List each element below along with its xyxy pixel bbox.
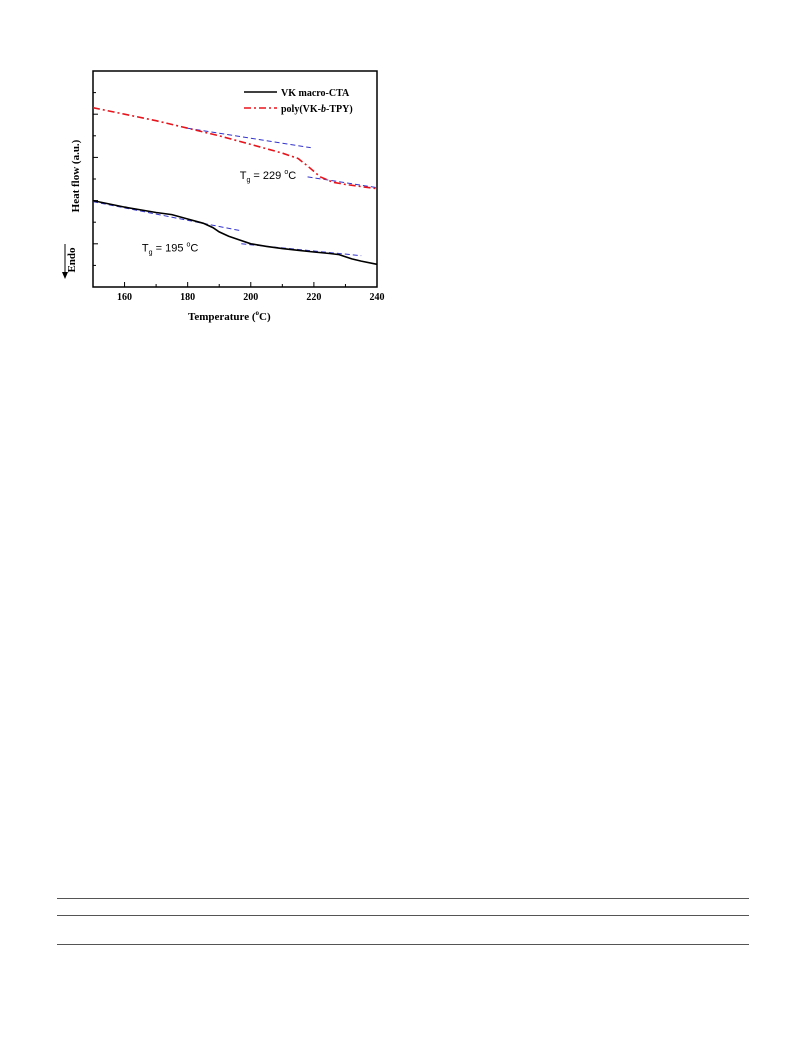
legend-label-part: b [321, 104, 326, 115]
legend-label-part: -TPY) [326, 104, 353, 115]
tg-annotation-part: o [187, 241, 191, 248]
tg-annotation-part: C [288, 170, 296, 182]
legend-label-part: poly(VK- [281, 104, 321, 115]
legend: VK macro-CTA poly(VK-b-TPY) [244, 88, 353, 115]
tg-annotation-2: Tg = 229 oC [240, 169, 297, 184]
endo-indicator: Endo [62, 244, 78, 279]
series-line-vk-macro-cta [92, 199, 378, 266]
table-rule-middle [57, 915, 749, 916]
tg-annotation-part: g [149, 249, 153, 256]
tangent-line-1 [92, 201, 242, 232]
x-axis-label: Temperature (oC) [188, 309, 271, 323]
tg-annotation-part: = 195 [153, 242, 187, 254]
tg-annotation-1: Tg = 195 oC [142, 241, 199, 256]
tangent-line-3 [187, 127, 311, 149]
dsc-chart: 160 180 200 220 240 VK macro-CTA poly(VK-b-T… [62, 70, 385, 323]
endo-label: Endo [66, 247, 78, 273]
legend-label-part: VK macro-CTA [281, 88, 350, 99]
x-tick-label-200: 200 [243, 292, 258, 303]
legend-label-poly-vk-b-tpy: poly(VK-b-TPY) [281, 104, 353, 115]
y-axis-label: Heat flow (a.u.) [70, 139, 82, 212]
x-axis-label-sup: o [256, 309, 260, 317]
tg-annotation-part: o [284, 169, 288, 176]
x-tick-label-220: 220 [306, 292, 321, 303]
series-line-poly-vk-b-tpy [92, 106, 378, 190]
x-tick-label-240: 240 [370, 292, 385, 303]
tg-annotation-part: C [190, 242, 198, 254]
legend-label-vk-macro-cta: VK macro-CTA [281, 88, 350, 99]
x-axis-label-tail: C) [259, 311, 271, 323]
tg-annotation-part: T [142, 242, 149, 254]
tg-annotation-part: g [246, 177, 250, 184]
tg-annotation-part: T [240, 170, 247, 182]
table-rule-top [57, 898, 749, 899]
tangent-line-4 [307, 176, 378, 189]
x-axis-label-main: Temperature ( [188, 311, 256, 323]
endo-arrow-head [62, 272, 68, 279]
tg-annotation-part: = 229 [250, 170, 284, 182]
x-tick-label-160: 160 [117, 292, 132, 303]
x-tick-label-180: 180 [180, 292, 195, 303]
table-rule-bottom [57, 944, 749, 945]
